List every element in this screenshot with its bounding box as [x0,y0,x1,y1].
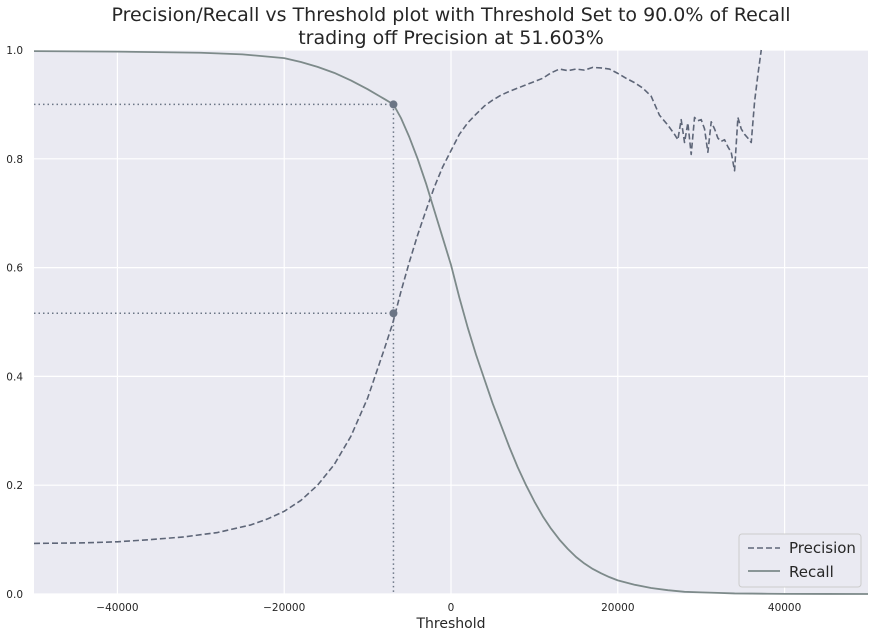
x-tick-label: −20000 [263,602,305,614]
x-tick-label: 0 [448,602,455,614]
legend: Precision Recall [738,533,862,588]
x-tick-label: −40000 [96,602,138,614]
precision-series-line [33,49,763,545]
y-tick-label: 0.6 [6,263,23,275]
x-axis-label: Threshold [416,616,486,632]
threshold-marker-points [389,100,398,318]
legend-recall-label: Recall [789,563,834,581]
chart-title-line-2: trading off Precision at 51.603% [298,27,604,49]
y-tick-label: 1.0 [6,45,23,57]
precision-threshold-point [389,309,398,318]
legend-precision-label: Precision [789,539,856,557]
y-tick-label: 0.2 [6,480,23,492]
y-tick-label: 0.4 [6,371,23,383]
threshold-reference-lines [34,103,395,594]
x-tick-label: 20000 [601,602,634,614]
y-tick-label: 0.8 [6,154,23,166]
y-tick-label: 0.0 [6,589,23,601]
x-tick-label: 40000 [768,602,801,614]
recall-threshold-point [389,100,398,109]
recall-series-line [33,50,869,595]
chart-title-line-1: Precision/Recall vs Threshold plot with … [111,4,790,26]
axis-tick-labels: −40000 −20000 0 20000 40000 0.0 0.2 0.4 0.6 0.8 1.… [6,45,801,614]
data-series [33,49,869,595]
grid-lines [34,49,868,595]
